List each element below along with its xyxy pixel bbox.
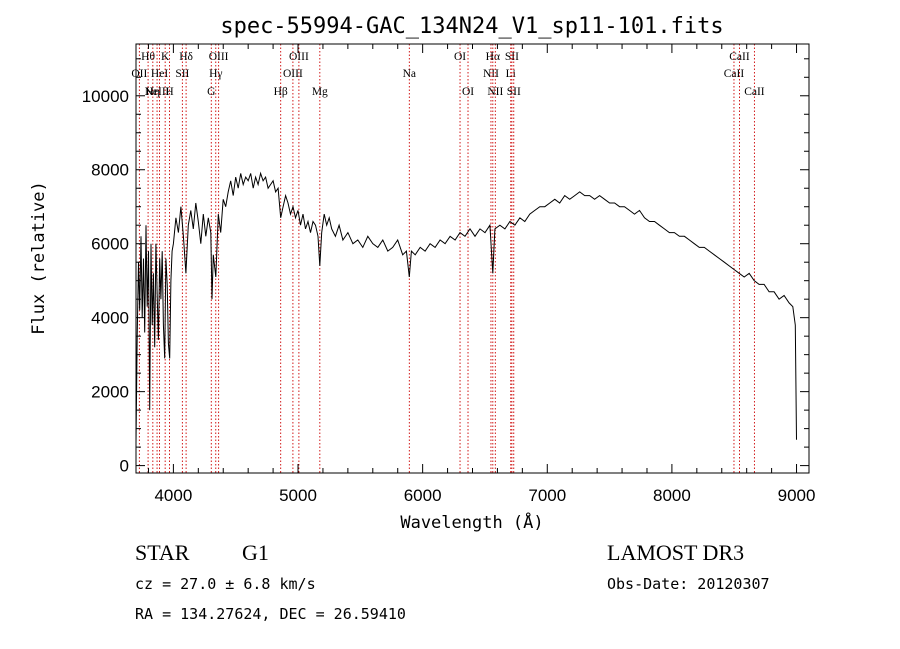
line-marker-label: Hη — [146, 86, 160, 98]
line-marker-label: OIII — [283, 68, 303, 80]
line-marker-label: CaII — [724, 68, 745, 80]
line-marker-label: NeIII — [145, 86, 170, 98]
spectrum-line — [135, 171, 797, 444]
line-marker-label: SII — [507, 86, 521, 98]
axis-ticks: 4000 5000 6000 7000 8000 9000 0 2000 4000 6000 800… — [82, 44, 816, 505]
line-marker-label: OIII — [209, 51, 229, 63]
line-marker-label: Li — [506, 68, 516, 80]
spectrum-series — [135, 171, 797, 444]
line-marker-label: OII — [131, 68, 147, 80]
line-marker-label: SII — [175, 68, 189, 80]
x-axis-label: Wavelength (Å) — [400, 511, 543, 533]
x-tick-label: 5000 — [279, 486, 317, 505]
obs-date: Obs-Date: 20120307 — [607, 575, 770, 593]
line-marker-label: CaII — [729, 51, 750, 63]
line-marker-label: NII — [483, 68, 499, 80]
line-marker-label: OI — [462, 86, 474, 98]
line-marker-label: Hδ — [179, 51, 193, 63]
object-class: STAR — [135, 540, 190, 565]
y-tick-label: 4000 — [91, 309, 129, 328]
line-marker-label: HeI — [151, 68, 168, 80]
y-tick-label: 0 — [120, 457, 129, 476]
survey-label: LAMOST DR3 — [607, 540, 744, 565]
chart-title: spec-55994-GAC_134N24_V1_sp11-101.fits — [220, 14, 723, 39]
coordinates: RA = 134.27624, DEC = 26.59410 — [135, 605, 406, 623]
y-tick-label: 2000 — [91, 383, 129, 402]
line-marker-label: Hγ — [209, 68, 222, 80]
line-marker-label: NII — [487, 86, 503, 98]
line-marker-label: H — [165, 86, 173, 98]
line-marker-label: OIII — [289, 51, 309, 63]
y-tick-label: 6000 — [91, 235, 129, 254]
x-tick-label: 6000 — [404, 486, 442, 505]
x-tick-label: 7000 — [528, 486, 566, 505]
y-tick-label: 8000 — [91, 161, 129, 180]
line-marker-label: OI — [454, 51, 466, 63]
line-marker-label: SII — [505, 51, 519, 63]
line-marker-label: Hβ — [274, 86, 288, 98]
x-tick-label: 4000 — [154, 486, 192, 505]
object-subclass: G1 — [242, 540, 269, 565]
plot-frame — [135, 43, 810, 474]
y-tick-label: 10000 — [82, 87, 129, 106]
x-tick-label: 9000 — [778, 486, 816, 505]
line-marker-label: CaII — [744, 86, 765, 98]
redshift-readout: cz = 27.0 ± 6.8 km/s — [135, 575, 316, 593]
y-axis-label: Flux (relative) — [29, 181, 49, 335]
line-marker-label: Hα — [486, 51, 500, 63]
x-tick-label: 8000 — [653, 486, 691, 505]
line-marker-label: Mg — [312, 86, 328, 98]
line-marker-label: G — [207, 86, 215, 98]
line-marker-label: Hθ — [141, 51, 155, 63]
line-marker-label: Na — [403, 68, 416, 80]
line-marker-label: K — [161, 51, 170, 63]
line-markers: OIIHθHηNeIIIHeIKHSIIHδGHγOIIIHβOIIIOIIIM… — [131, 44, 765, 473]
